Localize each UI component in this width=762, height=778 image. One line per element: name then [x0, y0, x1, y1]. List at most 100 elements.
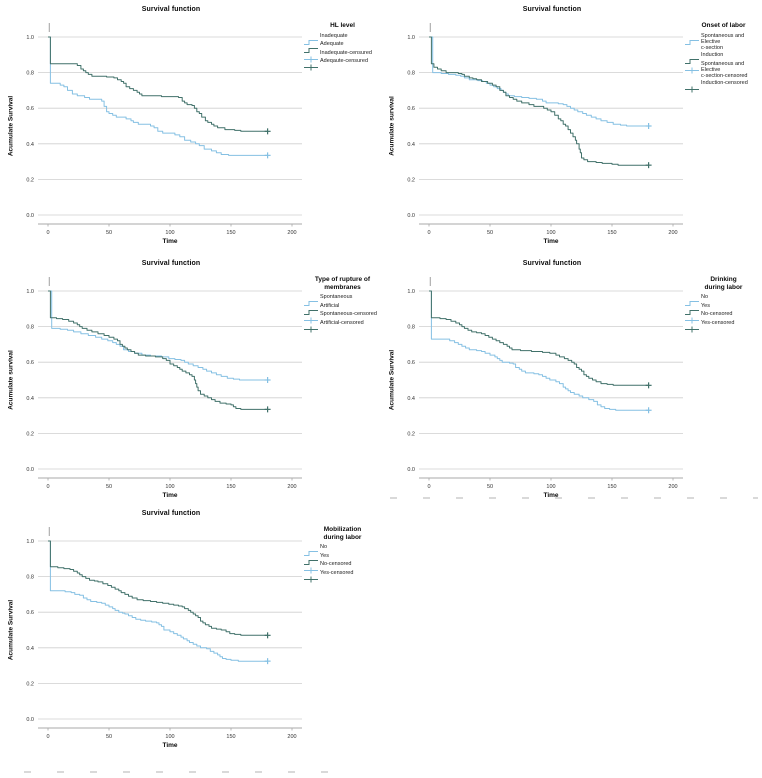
y-tick-label: 0.4 — [26, 142, 34, 148]
legend-item-label: Spontaneous-censored — [320, 311, 377, 317]
survival-curve — [48, 290, 268, 410]
survival-curve — [48, 36, 268, 132]
legend-item: Spontaneous and Elective c-section — [685, 33, 762, 51]
y-tick-label: 1.0 — [407, 35, 415, 41]
censor-mark — [264, 406, 271, 413]
survival-chart-mobilization-during-labor: Survival function Acumulate Survival 0.0… — [0, 506, 381, 758]
censor-mark — [645, 162, 652, 169]
step-line-icon — [304, 551, 318, 556]
legend-item-label: Yes-censored — [320, 569, 354, 576]
legend-item-label: Adequate — [320, 41, 344, 47]
legend-title: HL level — [330, 22, 355, 29]
y-tick-label: 1.0 — [26, 35, 34, 41]
y-tick-label: 0.8 — [26, 71, 34, 77]
legend-title: Type of rupture of membranes — [314, 276, 371, 291]
x-tick-label: 50 — [487, 484, 493, 490]
legend-item: Yes-censored — [304, 569, 381, 582]
censored-marker-icon — [685, 326, 699, 332]
legend-item: No — [685, 294, 762, 306]
y-tick-label: 0.4 — [26, 646, 34, 652]
legend: Drinking during labor No Yes No-censored Yes… — [685, 276, 762, 332]
x-tick-label: 150 — [226, 734, 235, 740]
censor-mark — [645, 407, 652, 414]
x-tick-label: 50 — [106, 484, 112, 490]
censor-mark — [645, 123, 652, 129]
legend-item-label: Induction-censored — [701, 80, 748, 86]
survival-chart-onset-of-labor: Survival function Acumulate survival 0.0… — [381, 2, 762, 254]
x-tick-label: 0 — [46, 230, 49, 236]
y-tick-label: 0.2 — [26, 177, 34, 183]
plot-area: 0.0 0.2 0.4 0.6 0.8 1.0 0 50 100 150 200 — [26, 527, 302, 740]
censor-mark — [264, 658, 271, 665]
legend-item: Spontaneous-censored — [304, 311, 381, 324]
survival-curve — [429, 290, 649, 411]
legend-item: Artificial-censored — [304, 320, 381, 332]
x-tick-label: 50 — [106, 230, 112, 236]
y-tick-label: 0.8 — [407, 71, 415, 77]
x-axis-label: Time — [162, 742, 178, 749]
legend-items: No Yes No-censored Yes-censored — [304, 544, 381, 582]
step-line-icon — [304, 39, 318, 45]
legend-item: Yes-censored — [685, 320, 762, 332]
legend-item-label: Artificial — [320, 302, 340, 309]
legend: Type of rupture of membranes Spontaneous A… — [304, 276, 381, 332]
censored-marker-icon — [304, 326, 318, 332]
censor-mark — [264, 632, 271, 639]
legend-item: Artificial — [304, 302, 381, 315]
x-tick-label: 200 — [287, 734, 296, 740]
y-tick-label: 0.8 — [407, 325, 415, 331]
step-line-icon — [685, 309, 699, 315]
survival-curve — [48, 290, 268, 381]
legend-item: Adequate — [304, 41, 381, 53]
legend-item-label: Inadequate-censured — [320, 49, 372, 56]
legend-title: Mobilization during labor — [323, 526, 362, 541]
survival-curve — [429, 290, 649, 386]
y-tick-label: 0.4 — [26, 396, 34, 402]
legend-item-label: No — [701, 294, 709, 300]
legend-items: Spontaneous and Elective c-section Inducti… — [685, 33, 762, 93]
legend-item: Yes — [685, 302, 762, 315]
legend-item: Induction — [685, 52, 762, 64]
chart-title: Survival function — [141, 510, 201, 517]
y-tick-label: 0.4 — [407, 396, 415, 402]
y-tick-label: 0.2 — [26, 431, 34, 437]
legend-items: Spontaneous Artificial Spontaneous-censore… — [304, 294, 381, 332]
x-tick-label: 50 — [106, 734, 112, 740]
censor-mark — [264, 152, 271, 159]
plot-area: 0.0 0.2 0.4 0.6 0.8 1.0 0 50 100 150 200 — [26, 23, 302, 236]
y-tick-label: 0.8 — [26, 575, 34, 581]
legend-item-label: No — [320, 544, 328, 550]
x-tick-label: 200 — [287, 484, 296, 490]
survival-chart-rupture-of-membranes: Survival function Acumulate survival 0.0… — [0, 256, 381, 508]
chart-title: Survival function — [522, 6, 582, 13]
x-tick-label: 150 — [607, 230, 616, 236]
y-tick-label: 0.6 — [407, 106, 415, 112]
x-tick-label: 200 — [668, 230, 677, 236]
survival-curve — [429, 36, 649, 166]
scan-artifact-dashes — [24, 771, 354, 773]
plot-area: 0.0 0.2 0.4 0.6 0.8 1.0 0 50 100 150 200 — [407, 277, 683, 490]
censored-marker-icon — [304, 576, 318, 582]
x-tick-label: 150 — [226, 484, 235, 490]
y-tick-label: 0.0 — [407, 467, 415, 473]
censor-mark — [645, 382, 652, 389]
legend-item-label: Spontaneous and Elective c-section — [701, 32, 745, 51]
censored-marker-icon — [304, 317, 318, 324]
legend-item-label: No-censored — [320, 561, 352, 567]
y-tick-label: 0.6 — [407, 360, 415, 366]
legend-item-label: Spontaneous — [320, 294, 353, 300]
step-line-icon — [304, 48, 318, 53]
censored-marker-icon — [685, 86, 699, 93]
x-axis-label: Time — [162, 492, 178, 499]
x-tick-label: 100 — [165, 230, 174, 236]
x-tick-label: 0 — [427, 230, 430, 236]
y-tick-label: 0.0 — [26, 717, 34, 723]
legend-item: Inadequate — [304, 33, 381, 45]
legend-item: Spontaneous and Elective c-section-censor… — [685, 61, 762, 79]
legend-item-label: Yes — [701, 302, 710, 309]
x-tick-label: 0 — [427, 484, 430, 490]
x-tick-label: 100 — [546, 484, 555, 490]
legend: Onset of labor Spontaneous and Elective c… — [685, 22, 762, 93]
legend-item-label: Spontaneous and Elective c-section-censor… — [701, 60, 748, 79]
censored-marker-icon — [685, 317, 699, 324]
